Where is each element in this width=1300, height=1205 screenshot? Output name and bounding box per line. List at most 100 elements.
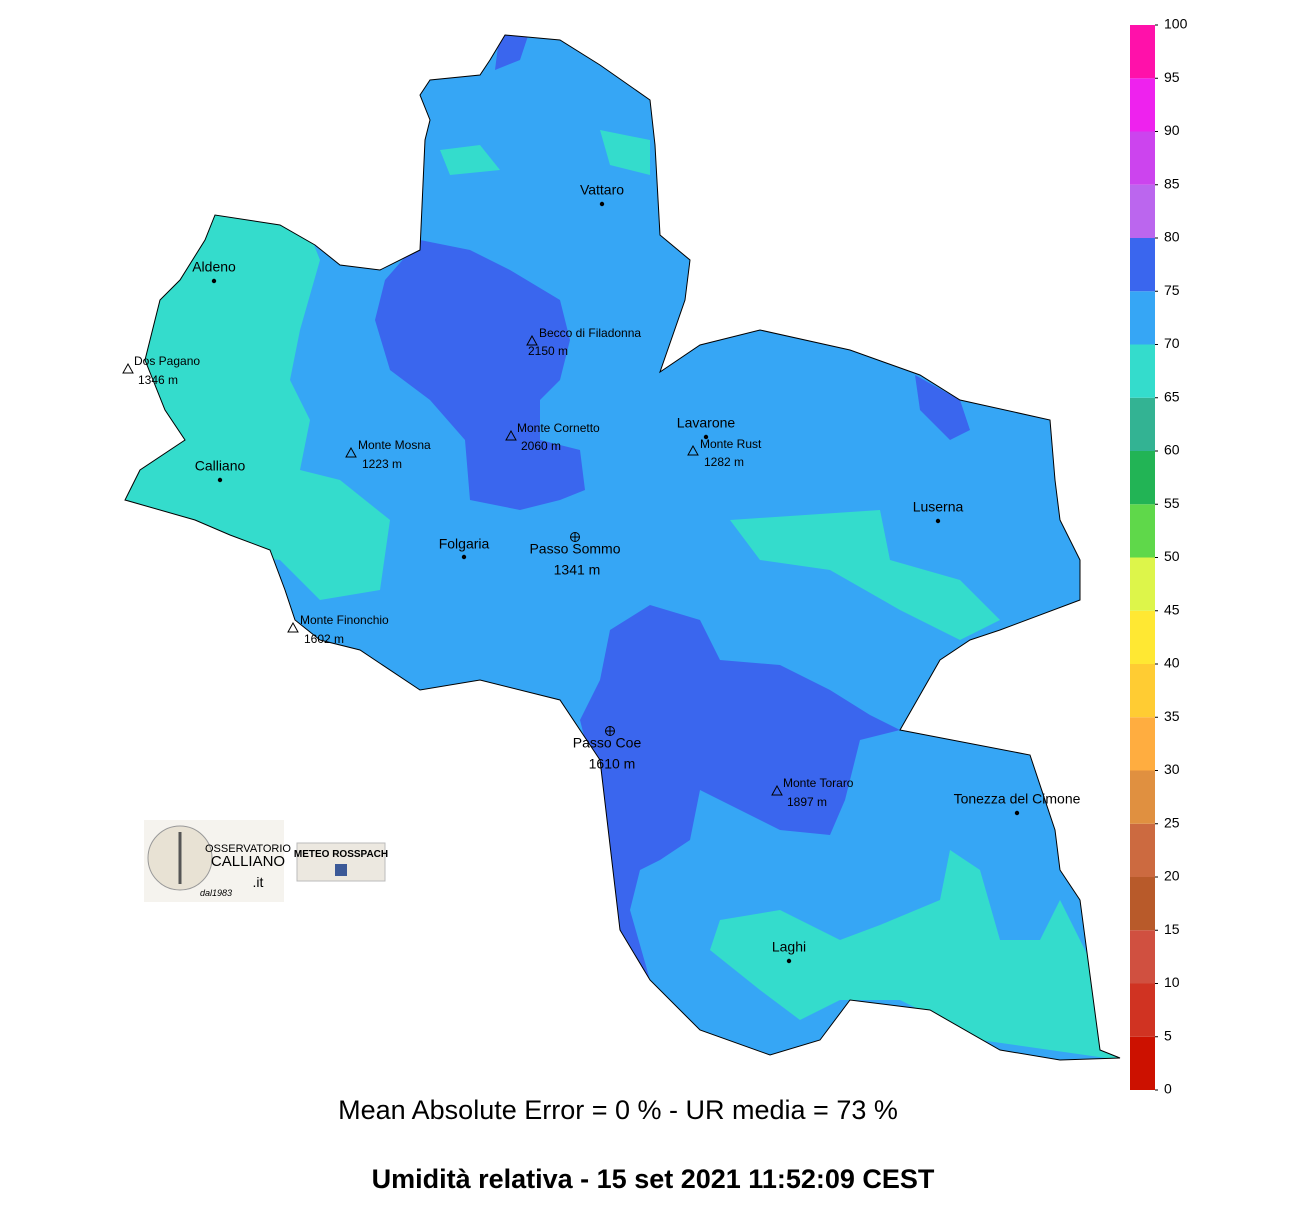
peak-marker	[687, 444, 699, 456]
places: Vattaro Aldeno Calliano Lavarone Folgaria Lus…	[122, 182, 1081, 964]
peak-label: Monte Toraro	[783, 776, 854, 790]
colorbar-band	[1130, 557, 1155, 611]
logo-text: METEO ROSSPACH	[294, 849, 388, 860]
town-marker	[599, 201, 605, 207]
logo-text: dal1983	[200, 888, 232, 898]
peak-label: Monte Cornetto	[517, 421, 600, 435]
zone-65-70	[440, 145, 500, 175]
colorbar-band	[1130, 291, 1155, 345]
elevation-label: 1346 m	[138, 373, 178, 387]
colorbar-tick-label: 95	[1164, 69, 1180, 85]
pass-label: Passo Sommo	[529, 541, 620, 557]
zone-75-80	[915, 375, 970, 440]
zone-65-70	[710, 850, 1120, 1060]
town-marker	[786, 958, 792, 964]
peak-label: Monte Mosna	[358, 438, 431, 452]
colorbar-tick-label: 70	[1164, 335, 1180, 351]
colorbar-band	[1130, 504, 1155, 558]
zone-75-80	[495, 35, 530, 70]
colorbar-tick-label: 75	[1164, 282, 1180, 298]
peak-marker	[345, 446, 357, 458]
colorbar-tick-label: 5	[1164, 1027, 1172, 1043]
pass-label: Passo Coe	[573, 735, 642, 751]
colorbar-tick-label: 55	[1164, 495, 1180, 511]
town-marker	[217, 477, 223, 483]
colorbar-tick-label: 60	[1164, 442, 1180, 458]
colorbar-band	[1130, 1036, 1155, 1090]
zone-65-70	[730, 510, 1000, 640]
colorbar-tick-label: 0	[1164, 1081, 1172, 1097]
logo-icon	[335, 864, 347, 876]
colorbar-band	[1130, 78, 1155, 132]
town-marker	[461, 554, 467, 560]
peak-label: Monte Rust	[700, 437, 762, 451]
town-marker	[703, 434, 709, 440]
logo-text: OSSERVATORIO	[205, 843, 291, 855]
colorbar-tick-label: 15	[1164, 921, 1180, 937]
peak-label: Dos Pagano	[134, 354, 200, 368]
town-marker	[1014, 810, 1020, 816]
colorbar-tick-label: 85	[1164, 175, 1180, 191]
map-title: Umidità relativa - 15 set 2021 11:52:09 …	[372, 1164, 935, 1194]
colorbar-tick-label: 100	[1164, 16, 1188, 32]
logo-text: .it	[253, 874, 264, 890]
stats-text: Mean Absolute Error = 0 % - UR media = 7…	[338, 1095, 898, 1125]
town-label: Luserna	[913, 499, 964, 515]
colorbar-tick-label: 90	[1164, 122, 1180, 138]
zone-65-70	[125, 200, 390, 600]
peak-marker	[771, 784, 783, 796]
humidity-field	[125, 35, 1120, 1060]
town-marker	[935, 518, 941, 524]
colorbar-tick-label: 80	[1164, 229, 1180, 245]
logo-text: CALLIANO	[211, 853, 285, 870]
peak-label: Monte Finonchio	[300, 613, 389, 627]
colorbar-band	[1130, 131, 1155, 185]
town-label: Aldeno	[192, 259, 236, 275]
town-label: Vattaro	[580, 182, 624, 198]
colorbar-band	[1130, 451, 1155, 505]
colorbar-band	[1130, 770, 1155, 824]
colorbar-band	[1130, 610, 1155, 664]
colorbar-tick-label: 45	[1164, 601, 1180, 617]
peak-label: Becco di Filadonna	[539, 326, 641, 340]
zone-65-70	[600, 130, 650, 175]
elevation-label: 2060 m	[521, 439, 561, 453]
colorbar-tick-label: 30	[1164, 761, 1180, 777]
elevation-label: 1282 m	[704, 455, 744, 469]
town-label: Folgaria	[439, 536, 490, 552]
elevation-label: 2150 m	[528, 344, 568, 358]
elevation-label: 1602 m	[304, 632, 344, 646]
colorbar-band	[1130, 823, 1155, 877]
colorbar-band	[1130, 930, 1155, 984]
peak-marker	[122, 362, 134, 374]
colorbar-tick-label: 40	[1164, 655, 1180, 671]
colorbar-band	[1130, 25, 1155, 79]
town-marker	[211, 278, 217, 284]
colorbar-band	[1130, 717, 1155, 771]
elevation-label: 1897 m	[787, 795, 827, 809]
town-label: Lavarone	[677, 415, 736, 431]
colorbar-band	[1130, 877, 1155, 931]
colorbar-band	[1130, 238, 1155, 292]
town-label: Laghi	[772, 939, 806, 955]
elevation-label: 1341 m	[554, 562, 601, 578]
pass-marker-cross	[605, 726, 615, 736]
elevation-label: 1610 m	[589, 756, 636, 772]
peak-marker	[526, 334, 538, 346]
peak-marker	[505, 429, 517, 441]
colorbar-tick-label: 35	[1164, 708, 1180, 724]
elevation-label: 1223 m	[362, 457, 402, 471]
town-label: Tonezza del Cimone	[954, 791, 1081, 807]
colorbar-tick-label: 65	[1164, 388, 1180, 404]
colorbar-band	[1130, 184, 1155, 238]
town-label: Calliano	[195, 458, 246, 474]
colorbar-band	[1130, 664, 1155, 718]
logo-meteo: METEO ROSSPACH	[294, 842, 388, 882]
colorbar-band	[1130, 983, 1155, 1037]
colorbar: 0 5 10 15 20 25 30 35 40 45 50 55 60 65 70 75 80 85 90 95 10…	[1130, 16, 1188, 1097]
zone-75-80	[375, 240, 585, 510]
pass-marker-cross	[570, 532, 580, 542]
colorbar-tick-label: 10	[1164, 974, 1180, 990]
colorbar-band	[1130, 344, 1155, 398]
